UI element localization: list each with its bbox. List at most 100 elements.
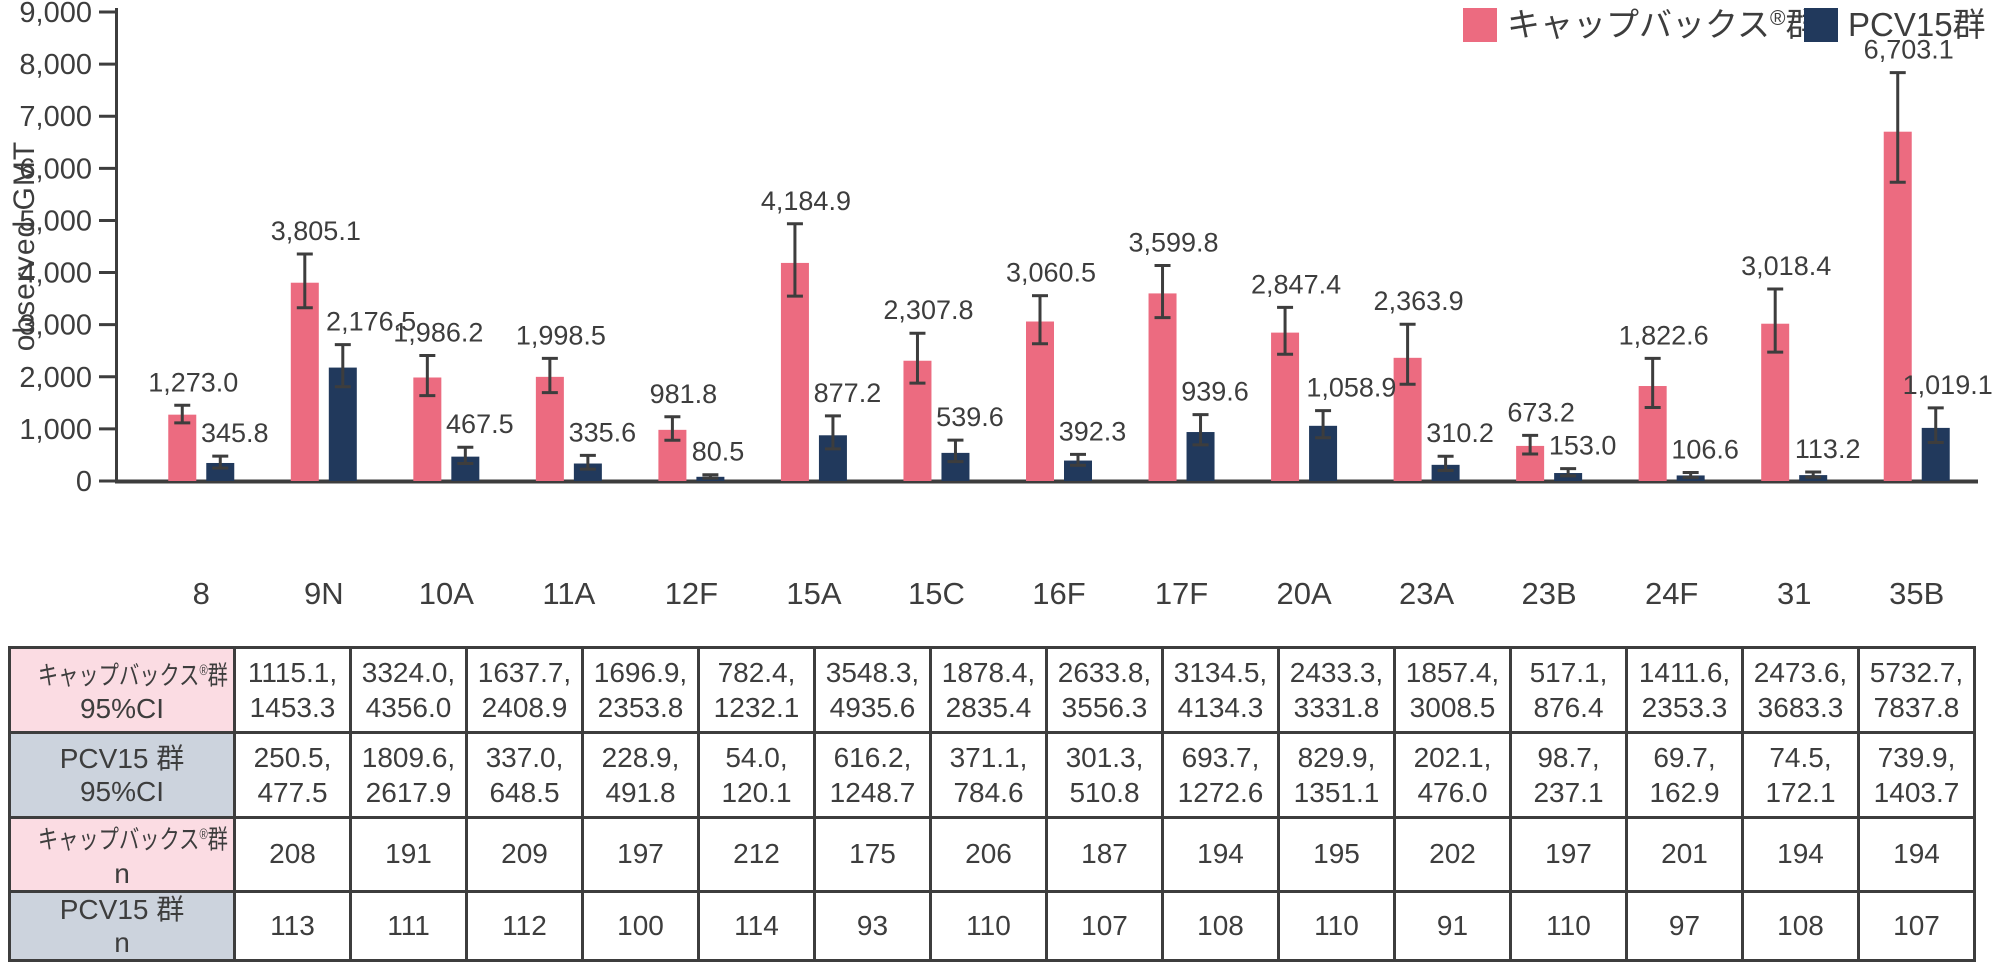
cell-pcv15-ci-24F: 69.7, 162.9 — [1625, 731, 1744, 819]
value-label-pcv15: 392.3 — [1059, 416, 1127, 446]
x-category-label: 9N — [304, 576, 344, 611]
cell-capvaxive-n-20A: 195 — [1277, 816, 1396, 893]
cell-pcv15-n-15A: 93 — [813, 889, 932, 962]
cell-capvaxive-n-8: 208 — [233, 816, 352, 893]
cell-capvaxive-ci-8: 1115.1, 1453.3 — [233, 646, 352, 734]
legend-label-pcv15: PCV15群 — [1848, 6, 1986, 43]
y-tick-label: 6,000 — [19, 153, 92, 185]
group-name: キャップバックス®群 — [37, 660, 228, 691]
cell-pcv15-n-12F: 114 — [697, 889, 816, 962]
table-row-capvaxive-ci: キャップバックス®群 95%CI 1115.1, 1453.3 3324.0, 4356.… — [8, 646, 1976, 734]
cell-capvaxive-ci-20A: 2433.3, 3331.8 — [1277, 646, 1396, 734]
registered-mark: ® — [199, 827, 208, 843]
cell-pcv15-n-16F: 107 — [1045, 889, 1164, 962]
x-category-label: 31 — [1777, 576, 1811, 611]
group-name: キャップバックス®群 — [37, 824, 228, 855]
legend-swatch-pcv15 — [1804, 8, 1838, 42]
cell-pcv15-ci-17F: 693.7, 1272.6 — [1161, 731, 1280, 819]
value-label-capvaxive: 3,060.5 — [1006, 258, 1096, 288]
y-tick-label: 2,000 — [19, 362, 92, 394]
chart-canvas: 0 1,000 2,000 3,000 4,000 5,000 6,000 7,000 8,00… — [8, 0, 1993, 611]
legend-swatch-capvaxive — [1463, 8, 1497, 42]
cell-capvaxive-ci-17F: 3134.5, 4134.3 — [1161, 646, 1280, 734]
value-label-capvaxive: 673.2 — [1507, 397, 1575, 427]
value-label-capvaxive: 1,986.2 — [393, 317, 483, 347]
value-label-pcv15: 2,176.5 — [326, 307, 416, 337]
y-tick-label: 3,000 — [19, 310, 92, 342]
cell-pcv15-ci-31: 74.5, 172.1 — [1741, 731, 1860, 819]
bar-capvaxive-16F — [1026, 321, 1054, 481]
cell-pcv15-ci-15C: 371.1, 784.6 — [929, 731, 1048, 819]
value-label-capvaxive: 4,184.9 — [761, 186, 851, 216]
cell-pcv15-n-9N: 111 — [349, 889, 468, 962]
table-row-pcv15-ci: PCV15 群 95%CI 250.5, 477.5 1809.6, 2617.9 337.… — [8, 731, 1976, 819]
value-label-capvaxive: 6,703.1 — [1864, 35, 1954, 65]
value-label-capvaxive: 1,822.6 — [1619, 320, 1709, 350]
cell-pcv15-n-35B: 107 — [1857, 889, 1976, 962]
value-label-pcv15: 80.5 — [692, 437, 745, 467]
bar-capvaxive-9N — [290, 282, 319, 481]
cell-pcv15-n-10A: 112 — [465, 889, 584, 962]
value-label-pcv15: 939.6 — [1181, 377, 1249, 407]
cell-pcv15-n-8: 113 — [233, 889, 352, 962]
bar-capvaxive-8 — [168, 414, 197, 481]
bar-capvaxive-35B — [1883, 131, 1912, 481]
cell-pcv15-n-20A: 110 — [1277, 889, 1396, 962]
table-row-pcv15-n: PCV15 群 n 113 111 112 100 114 93 110 107 108 110 91 1… — [8, 889, 1976, 962]
x-category-label: 17F — [1155, 576, 1208, 611]
cell-capvaxive-ci-16F: 2633.8, 3556.3 — [1045, 646, 1164, 734]
cell-capvaxive-ci-10A: 1637.7, 2408.9 — [465, 646, 584, 734]
value-label-pcv15: 539.6 — [936, 402, 1004, 432]
value-label-capvaxive: 3,018.4 — [1741, 251, 1831, 281]
cell-capvaxive-ci-23B: 517.1, 876.4 — [1509, 646, 1628, 734]
y-tick-label: 5,000 — [19, 205, 92, 237]
y-tick-label: 0 — [76, 466, 92, 498]
y-tick-label: 7,000 — [19, 101, 92, 133]
value-label-pcv15: 335.6 — [569, 417, 637, 447]
cell-capvaxive-ci-23A: 1857.4, 3008.5 — [1393, 646, 1512, 734]
x-category-label: 35B — [1889, 576, 1944, 611]
cell-capvaxive-n-11A: 197 — [581, 816, 700, 893]
value-label-capvaxive: 2,847.4 — [1251, 269, 1341, 299]
x-category-label: 24F — [1645, 576, 1698, 611]
cell-capvaxive-n-15A: 175 — [813, 816, 932, 893]
cell-pcv15-ci-8: 250.5, 477.5 — [233, 731, 352, 819]
value-label-capvaxive: 3,599.8 — [1128, 228, 1218, 258]
x-category-label: 8 — [193, 576, 210, 611]
cell-capvaxive-ci-15C: 1878.4, 2835.4 — [929, 646, 1048, 734]
cell-pcv15-n-24F: 97 — [1625, 889, 1744, 962]
cell-capvaxive-ci-31: 2473.6, 3683.3 — [1741, 646, 1860, 734]
cell-pcv15-ci-16F: 301.3, 510.8 — [1045, 731, 1164, 819]
cell-capvaxive-n-23A: 202 — [1393, 816, 1512, 893]
stats-table-wrap: キャップバックス®群 95%CI 1115.1, 1453.3 3324.0, 4356.… — [8, 646, 1976, 962]
bar-capvaxive-17F — [1148, 293, 1177, 481]
legend-label-capvaxive: キャップバックス®群 — [1507, 6, 1819, 43]
value-label-pcv15: 467.5 — [446, 409, 514, 439]
cell-pcv15-ci-23A: 202.1, 476.0 — [1393, 731, 1512, 819]
gmt-bar-chart: 0 1,000 2,000 3,000 4,000 5,000 6,000 7,000 8,00… — [8, 0, 1993, 611]
cell-capvaxive-n-12F: 212 — [697, 816, 816, 893]
x-category-label: 10A — [419, 576, 474, 611]
cell-capvaxive-n-15C: 206 — [929, 816, 1048, 893]
cell-pcv15-ci-20A: 829.9, 1351.1 — [1277, 731, 1396, 819]
cell-capvaxive-n-17F: 194 — [1161, 816, 1280, 893]
cell-pcv15-ci-12F: 54.0, 120.1 — [697, 731, 816, 819]
cell-pcv15-n-31: 108 — [1741, 889, 1860, 962]
row-header-pcv15-ci: PCV15 群 95%CI — [8, 731, 236, 819]
y-axis-label: observed GMT — [8, 141, 41, 351]
value-label-pcv15: 1,019.1 — [1903, 370, 1993, 400]
y-tick-label: 8,000 — [19, 49, 92, 81]
x-category-label: 20A — [1276, 576, 1331, 611]
row-header-capvaxive-n: キャップバックス®群 n — [8, 816, 236, 893]
x-category-label: 15A — [786, 576, 841, 611]
cell-capvaxive-n-9N: 191 — [349, 816, 468, 893]
x-category-label: 23A — [1399, 576, 1454, 611]
cell-pcv15-n-15C: 110 — [929, 889, 1048, 962]
x-category-label: 11A — [542, 576, 595, 611]
table-row-capvaxive-n: キャップバックス®群 n 208 191 209 197 212 175 206 187 194 19… — [8, 816, 1976, 893]
y-tick-label: 1,000 — [19, 414, 92, 446]
x-category-label: 15C — [908, 576, 965, 611]
x-category-label: 12F — [665, 576, 718, 611]
x-category-label: 23B — [1522, 576, 1577, 611]
